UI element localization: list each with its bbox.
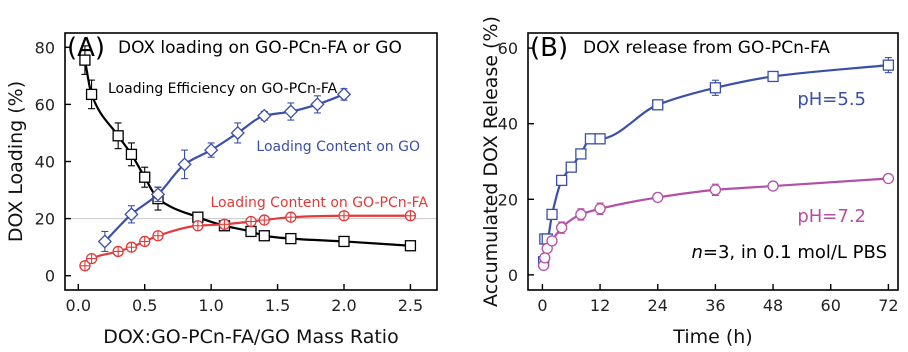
data-point	[124, 207, 139, 222]
data-point	[310, 97, 325, 112]
x-tick-label: 0.0	[66, 296, 91, 315]
data-point	[79, 54, 91, 66]
y-axis-label: DOX Loading (%)	[5, 81, 27, 242]
x-tick-label: 36	[705, 296, 725, 315]
data-point	[112, 130, 124, 142]
series-loading-content-on-go	[97, 87, 352, 252]
data-point	[575, 208, 587, 221]
data-point	[546, 208, 558, 221]
data-point	[245, 215, 257, 228]
x-axis-label: Time (h)	[672, 326, 752, 348]
data-point	[546, 235, 558, 247]
data-point	[258, 214, 270, 226]
series-ph-7-2	[537, 172, 895, 272]
y-tick-label: 60	[35, 95, 55, 114]
x-tick-label: 2.0	[331, 296, 356, 315]
y-tick-label: 40	[35, 153, 55, 172]
x-tick-label: 2.5	[398, 296, 423, 315]
data-point	[85, 252, 98, 265]
x-tick-label: 0	[537, 296, 547, 315]
data-point	[245, 225, 257, 238]
data-point	[709, 82, 722, 94]
series-label: Loading Efficiency on GO-PCn-FA	[108, 81, 338, 97]
data-point	[652, 191, 664, 204]
chart-panel-a: 0.0 0.5 1.0 1.5 2.0 2.5 0 20 40 60 80 DOX:GO-PCn-FA…	[5, 32, 438, 348]
data-point	[85, 88, 98, 101]
data-point	[539, 252, 551, 264]
series-label: pH=5.5	[797, 89, 866, 110]
data-point	[594, 133, 606, 145]
data-point	[404, 210, 417, 222]
data-point	[285, 211, 297, 223]
series-label: Loading Content on GO	[256, 139, 420, 155]
data-point	[79, 260, 91, 272]
panel-title: DOX loading on GO-PCn-FA or GO	[118, 38, 402, 58]
y-tick-label: 20	[35, 210, 55, 229]
data-point	[258, 230, 270, 242]
y-axis-label: Accumulated DOX Release (%)	[480, 16, 502, 307]
data-point	[177, 157, 192, 172]
y-tick-label: 60	[498, 39, 518, 58]
panel-label: (B)	[530, 33, 568, 63]
series-label: pH=7.2	[797, 206, 866, 227]
data-point	[139, 171, 151, 183]
data-point	[575, 148, 587, 160]
data-point	[882, 172, 895, 185]
data-point	[112, 245, 124, 258]
data-point	[150, 187, 166, 202]
data-point	[139, 235, 151, 248]
panel-title: DOX release from GO-PCn-FA	[583, 38, 830, 58]
data-point	[97, 234, 112, 249]
data-point	[204, 142, 219, 158]
data-point	[338, 235, 350, 248]
data-point	[555, 221, 568, 234]
x-tick-label: 48	[763, 296, 783, 315]
data-point	[192, 220, 204, 232]
data-point	[882, 59, 895, 71]
data-point	[565, 161, 577, 173]
y-tick-label: 0	[45, 267, 55, 286]
data-point	[555, 174, 568, 187]
annotation: n=3, in 0.1 mol/L PBS	[691, 242, 887, 263]
data-point	[594, 203, 606, 215]
data-point	[709, 184, 722, 196]
data-point	[767, 70, 779, 83]
data-point	[152, 230, 164, 242]
series-label: Loading Content on GO-PCn-FA	[211, 195, 429, 211]
x-tick-label: 1.5	[265, 296, 290, 315]
y-tick-label: 20	[498, 190, 518, 209]
data-point	[584, 133, 597, 145]
data-point	[338, 210, 350, 222]
data-point	[230, 125, 245, 141]
data-point	[767, 180, 779, 192]
y-tick-label: 80	[35, 38, 55, 57]
data-point	[283, 104, 298, 119]
x-tick-label: 72	[878, 296, 898, 315]
x-tick-label: 0.5	[132, 296, 157, 315]
y-tick-label: 0	[508, 266, 518, 285]
data-point	[257, 108, 272, 123]
x-tick-label: 12	[590, 296, 610, 315]
data-point	[285, 232, 297, 245]
x-tick-label: 24	[648, 296, 668, 315]
x-axis-label: DOX:GO-PCn-FA/GO Mass Ratio	[103, 326, 398, 348]
data-point	[336, 87, 352, 102]
y-tick-label: 40	[498, 115, 518, 134]
x-tick-label: 1.0	[198, 296, 223, 315]
series-loading-content-on-go-pcn-fa	[79, 210, 417, 272]
data-point	[125, 241, 138, 253]
chart-panel-b: 0 12 24 36 48 60 72 0 20 40 60 Time (h) Accumulated …	[480, 16, 899, 348]
data-point	[125, 148, 138, 161]
data-point	[652, 99, 664, 111]
plot-frame	[527, 32, 899, 291]
data-point	[218, 218, 231, 230]
data-point	[404, 240, 417, 252]
x-tick-label: 60	[821, 296, 841, 315]
series-line	[104, 93, 345, 243]
series-loading-efficiency-on-go-pcn-fa	[79, 45, 417, 252]
